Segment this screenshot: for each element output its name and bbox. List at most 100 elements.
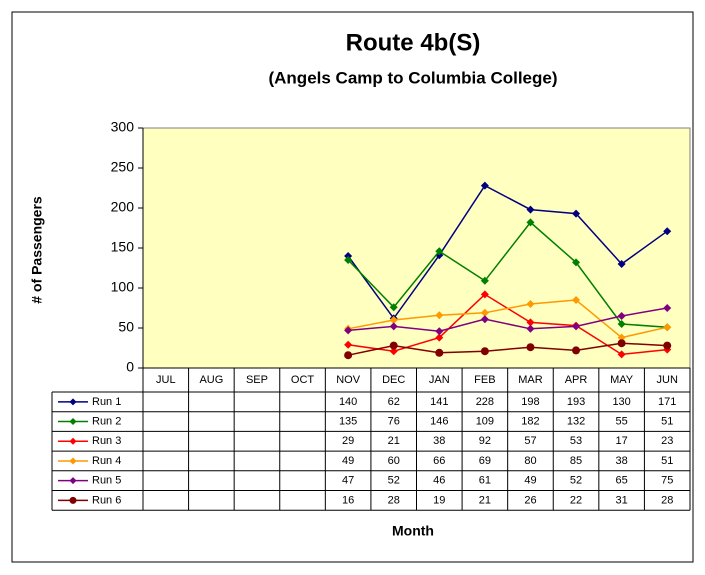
table-value: 66	[433, 455, 445, 467]
data-point	[663, 341, 672, 350]
table-value: 51	[661, 455, 673, 467]
table-value: 182	[521, 415, 539, 427]
legend-label: Run 3	[92, 435, 121, 447]
data-point	[617, 260, 626, 268]
legend-label: Run 5	[92, 475, 121, 487]
series-line	[347, 221, 668, 328]
x-tick-label: DEC	[382, 374, 405, 386]
table-value: 51	[661, 415, 673, 427]
table-value: 19	[433, 494, 445, 506]
data-point	[572, 322, 581, 331]
data-point	[344, 256, 353, 264]
table-value: 52	[388, 475, 400, 487]
data-point	[663, 304, 672, 312]
legend-marker	[69, 496, 77, 504]
data-point	[526, 205, 535, 214]
series-line	[347, 299, 668, 339]
table-value: 69	[479, 455, 491, 467]
x-tick-label: SEP	[246, 374, 268, 386]
series-line	[347, 342, 668, 356]
table-value: 31	[616, 494, 628, 506]
data-point	[480, 276, 489, 285]
table-value: 80	[524, 455, 536, 467]
series-line	[347, 184, 668, 320]
data-point	[663, 323, 672, 332]
legend-label: Run 2	[92, 415, 121, 427]
table-value: 92	[479, 435, 491, 447]
data-point	[526, 343, 535, 352]
y-tick-label: 300	[111, 119, 135, 135]
x-tick-label: JAN	[429, 374, 450, 386]
y-tick-label: 100	[111, 279, 135, 295]
y-tick-label: 250	[111, 159, 135, 175]
legend-marker	[69, 437, 77, 445]
y-axis-label: # of Passengers	[29, 196, 45, 304]
table-value: 26	[524, 494, 536, 506]
table-value: 109	[476, 415, 494, 427]
table-value: 49	[342, 455, 354, 467]
table-value: 21	[388, 435, 400, 447]
x-tick-label: MAY	[610, 374, 634, 386]
data-point	[389, 316, 398, 324]
table-value: 53	[570, 435, 582, 447]
data-point	[344, 326, 353, 335]
table-value: 140	[339, 396, 357, 408]
table-value: 61	[479, 475, 491, 487]
table-value: 47	[342, 475, 354, 487]
data-point	[435, 247, 444, 256]
table-value: 171	[658, 396, 676, 408]
data-point	[344, 340, 353, 349]
data-point	[480, 347, 489, 356]
table-value: 76	[388, 415, 400, 427]
table-value: 75	[661, 475, 673, 487]
data-point	[572, 296, 581, 304]
legend-marker	[69, 477, 77, 485]
series-line	[348, 307, 668, 332]
table-value: 52	[570, 475, 582, 487]
table-value: 21	[479, 494, 491, 506]
legend-label: Run 1	[92, 396, 121, 408]
chart-title: Route 4b(S)	[346, 29, 481, 56]
y-tick-label: 50	[118, 319, 134, 335]
data-point	[617, 320, 626, 328]
data-point	[480, 290, 489, 299]
x-tick-label: JUL	[156, 374, 176, 386]
table-value: 146	[430, 415, 448, 427]
y-tick-label: 200	[111, 199, 135, 215]
data-point	[572, 209, 581, 218]
table-value: 38	[433, 435, 445, 447]
table-value: 22	[570, 494, 582, 506]
legend-label: Run 4	[92, 455, 121, 467]
y-tick-label: 150	[111, 239, 135, 255]
y-tick-label: 0	[126, 359, 134, 375]
data-point	[617, 333, 626, 342]
legend-marker	[69, 418, 77, 426]
data-point	[480, 315, 489, 324]
data-point	[526, 324, 535, 333]
data-point	[480, 181, 489, 190]
data-point	[344, 351, 353, 360]
table-value: 16	[342, 494, 354, 506]
table-value: 46	[433, 475, 445, 487]
data-point	[526, 218, 535, 227]
table-value: 65	[616, 475, 628, 487]
data-point	[389, 322, 398, 331]
table-value: 130	[612, 396, 630, 408]
legend-marker	[69, 457, 77, 465]
plot-area	[142, 127, 691, 369]
table-value: 38	[616, 455, 628, 467]
x-axis-label: Month	[392, 523, 434, 539]
table-value: 28	[388, 494, 400, 506]
data-point	[617, 350, 626, 359]
data-point	[435, 348, 444, 357]
data-point	[435, 311, 444, 320]
data-point	[480, 308, 489, 317]
table-value: 198	[521, 396, 539, 408]
data-point	[389, 347, 398, 356]
table-value: 57	[524, 435, 536, 447]
data-point	[617, 339, 626, 348]
table-value: 85	[570, 455, 582, 467]
x-tick-label: APR	[565, 374, 588, 386]
table-value: 135	[339, 415, 357, 427]
